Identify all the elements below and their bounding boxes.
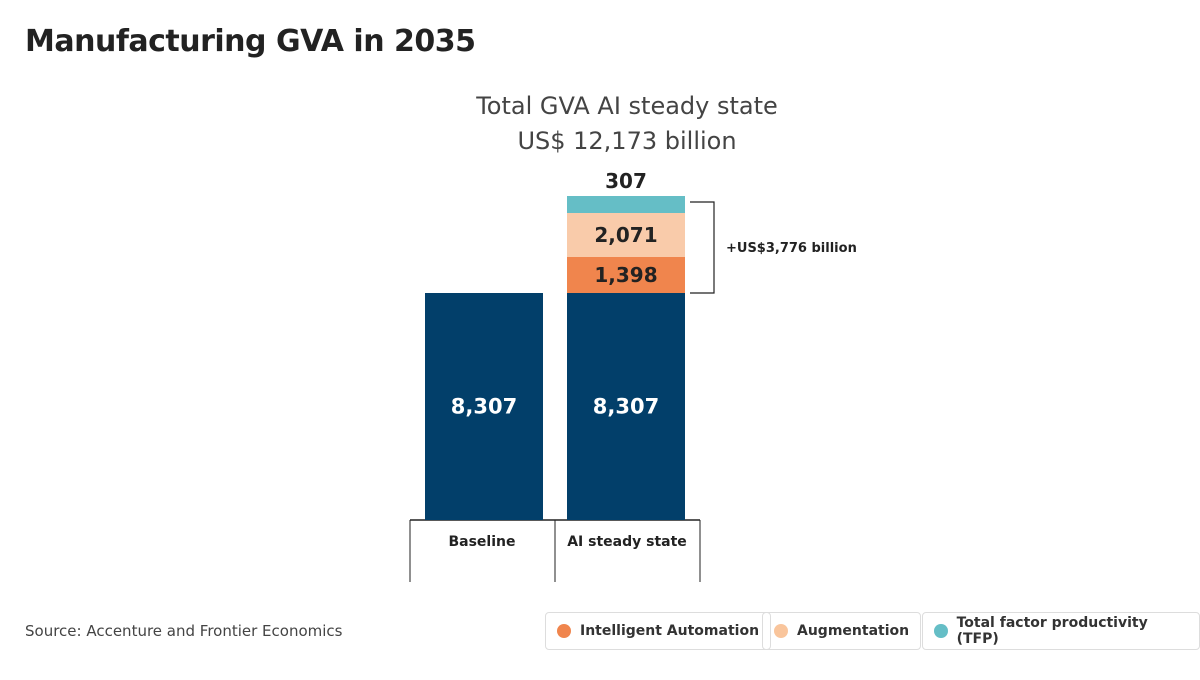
- legend-label: Intelligent Automation: [580, 623, 760, 639]
- x-tick-label-baseline: Baseline: [448, 534, 515, 550]
- bar-baseline-segment: [425, 293, 543, 520]
- data-label: 1,398: [594, 263, 657, 287]
- legend-swatch: [934, 624, 948, 638]
- bar-baseline-segment: [567, 293, 685, 520]
- legend-swatch: [774, 624, 788, 638]
- chart-title: Manufacturing GVA in 2035: [25, 24, 476, 59]
- legend-item-augmentation: Augmentation: [762, 612, 922, 650]
- bar-intelligent-automation: [567, 257, 685, 293]
- bar-augmentation: [567, 213, 685, 257]
- data-label: 8,307: [593, 395, 659, 419]
- data-label: 2,071: [594, 223, 657, 247]
- data-label: 8,307: [451, 395, 517, 419]
- chart-subtitle-line1: Total GVA AI steady state: [476, 92, 778, 120]
- legend-item-tfp: Total factor productivity (TFP): [922, 612, 1200, 650]
- total-bracket: [690, 201, 715, 294]
- legend-item-intelligent-automation: Intelligent Automation: [545, 612, 772, 650]
- x-tick-label-ai: AI steady state: [567, 534, 687, 550]
- source-note: Source: Accenture and Frontier Economics: [25, 622, 343, 640]
- bar-tfp: [567, 196, 685, 213]
- chart-subtitle-line2: US$ 12,173 billion: [517, 127, 737, 155]
- legend-label: Total factor productivity (TFP): [956, 615, 1148, 647]
- legend-label: Augmentation: [797, 623, 910, 639]
- legend-swatch: [557, 624, 571, 638]
- bracket-annotation: +US$3,776 billion: [726, 241, 857, 256]
- data-label: 307: [605, 169, 647, 193]
